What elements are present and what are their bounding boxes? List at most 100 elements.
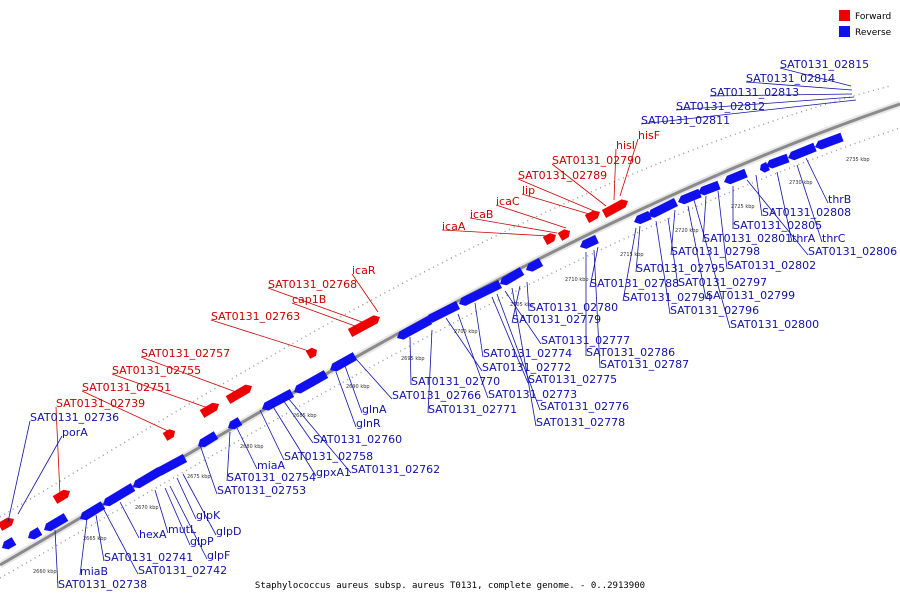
reverse-gene-13[interactable]: [426, 301, 460, 323]
reverse-label-sat0131-02778[interactable]: SAT0131_02778: [536, 416, 625, 429]
reverse-label-glpd[interactable]: glpD: [216, 525, 242, 538]
reverse-label-sat0131-02806[interactable]: SAT0131_02806: [808, 245, 897, 258]
reverse-label-sat0131-02760[interactable]: SAT0131_02760: [313, 433, 402, 446]
forward-label-hisi[interactable]: hisI: [616, 139, 635, 152]
reverse-label-sat0131-02772[interactable]: SAT0131_02772: [482, 361, 571, 374]
forward-label-hisf[interactable]: hisF: [638, 129, 660, 142]
reverse-label-sat0131-02771[interactable]: SAT0131_02771: [428, 403, 517, 416]
reverse-label-sat0131-02787[interactable]: SAT0131_02787: [600, 358, 689, 371]
reverse-gene-5[interactable]: [133, 467, 163, 489]
reverse-label-sat0131-02797[interactable]: SAT0131_02797: [678, 276, 767, 289]
reverse-label-sat0131-02811[interactable]: SAT0131_02811: [641, 114, 730, 127]
reverse-gene-0[interactable]: [2, 537, 17, 550]
forward-gene-6[interactable]: [347, 315, 380, 337]
reverse-gene-3[interactable]: [80, 501, 106, 521]
reverse-label-miab[interactable]: miaB: [80, 565, 108, 578]
reverse-label-mutl[interactable]: mutL: [168, 523, 197, 536]
forward-gene-7[interactable]: [542, 233, 556, 245]
forward-gene-9[interactable]: [584, 210, 600, 223]
forward-label-icar[interactable]: icaR: [352, 264, 376, 277]
reverse-label-sat0131-02780[interactable]: SAT0131_02780: [529, 301, 618, 314]
reverse-gene-17[interactable]: [580, 234, 599, 249]
reverse-label-glpf[interactable]: glpF: [207, 549, 230, 562]
reverse-gene-21[interactable]: [698, 180, 721, 196]
reverse-label-sat0131-02814[interactable]: SAT0131_02814: [746, 72, 835, 85]
reverse-label-sat0131-02801[interactable]: SAT0131_02801: [703, 232, 792, 245]
reverse-label-sat0131-02738[interactable]: SAT0131_02738: [58, 578, 147, 591]
reverse-gene-1[interactable]: [28, 527, 43, 540]
reverse-label-miaa[interactable]: miaA: [257, 459, 286, 472]
reverse-label-sat0131-02774[interactable]: SAT0131_02774: [483, 347, 572, 360]
reverse-label-glna[interactable]: glnA: [362, 403, 387, 416]
reverse-gene-7[interactable]: [198, 431, 219, 448]
reverse-label-sat0131-02815[interactable]: SAT0131_02815: [780, 58, 869, 71]
reverse-label-sat0131-02776[interactable]: SAT0131_02776: [540, 400, 629, 413]
forward-gene-2[interactable]: [162, 429, 175, 441]
reverse-gene-15[interactable]: [500, 267, 525, 286]
reverse-label-sat0131-02795[interactable]: SAT0131_02795: [636, 262, 725, 275]
reverse-gene-25[interactable]: [788, 142, 817, 161]
reverse-label-sat0131-02773[interactable]: SAT0131_02773: [488, 388, 577, 401]
reverse-gene-19[interactable]: [648, 198, 678, 218]
reverse-label-thrc[interactable]: thrC: [822, 232, 846, 245]
forward-gene-5[interactable]: [305, 347, 317, 359]
reverse-gene-14[interactable]: [459, 280, 502, 306]
forward-label-sat0131-02763[interactable]: SAT0131_02763: [211, 310, 300, 323]
reverse-gene-18[interactable]: [634, 210, 652, 225]
reverse-label-glpp[interactable]: glpP: [190, 535, 214, 548]
forward-label-icaa[interactable]: icaA: [442, 220, 466, 233]
reverse-label-sat0131-02779[interactable]: SAT0131_02779: [512, 313, 601, 326]
reverse-gene-2[interactable]: [44, 513, 69, 532]
reverse-gene-10[interactable]: [294, 370, 329, 394]
reverse-label-sat0131-02753[interactable]: SAT0131_02753: [217, 484, 306, 497]
reverse-gene-6[interactable]: [155, 454, 188, 476]
reverse-label-glpk[interactable]: glpK: [196, 509, 221, 522]
forward-label-sat0131-02757[interactable]: SAT0131_02757: [141, 347, 230, 360]
reverse-gene-4[interactable]: [103, 483, 136, 507]
forward-label-icab[interactable]: icaB: [470, 208, 493, 221]
reverse-label-sat0131-02796[interactable]: SAT0131_02796: [670, 304, 759, 317]
reverse-label-sat0131-02808[interactable]: SAT0131_02808: [762, 206, 851, 219]
forward-label-sat0131-02755[interactable]: SAT0131_02755: [112, 364, 201, 377]
reverse-label-thrb[interactable]: thrB: [828, 193, 851, 206]
reverse-label-thra[interactable]: thrA: [792, 232, 816, 245]
forward-label-lip[interactable]: lip: [522, 184, 535, 197]
forward-label-sat0131-02739[interactable]: SAT0131_02739: [56, 397, 145, 410]
reverse-label-sat0131-02802[interactable]: SAT0131_02802: [727, 259, 816, 272]
reverse-label-sat0131-02800[interactable]: SAT0131_02800: [730, 318, 819, 331]
reverse-gene-9[interactable]: [262, 389, 295, 411]
forward-gene-1[interactable]: [52, 489, 70, 504]
reverse-label-sat0131-02741[interactable]: SAT0131_02741: [104, 551, 193, 564]
reverse-label-sat0131-02799[interactable]: SAT0131_02799: [706, 289, 795, 302]
forward-label-sat0131-02790[interactable]: SAT0131_02790: [552, 154, 641, 167]
reverse-label-glnr[interactable]: glnR: [356, 417, 381, 430]
forward-label-icac[interactable]: icaC: [496, 195, 520, 208]
reverse-label-pora[interactable]: porA: [62, 426, 88, 439]
reverse-label-sat0131-02742[interactable]: SAT0131_02742: [138, 564, 227, 577]
reverse-label-sat0131-02762[interactable]: SAT0131_02762: [351, 463, 440, 476]
forward-gene-0[interactable]: [0, 517, 14, 531]
reverse-gene-22[interactable]: [724, 168, 748, 185]
forward-label-sat0131-02751[interactable]: SAT0131_02751: [82, 381, 171, 394]
reverse-label-sat0131-02788[interactable]: SAT0131_02788: [590, 277, 679, 290]
reverse-label-sat0131-02777[interactable]: SAT0131_02777: [541, 334, 630, 347]
reverse-label-sat0131-02770[interactable]: SAT0131_02770: [411, 375, 500, 388]
reverse-label-sat0131-02805[interactable]: SAT0131_02805: [733, 219, 822, 232]
reverse-label-sat0131-02775[interactable]: SAT0131_02775: [528, 373, 617, 386]
reverse-label-sat0131-02794[interactable]: SAT0131_02794: [623, 291, 712, 304]
reverse-label-sat0131-02813[interactable]: SAT0131_02813: [710, 86, 799, 99]
reverse-gene-26[interactable]: [815, 132, 844, 150]
reverse-gene-20[interactable]: [678, 188, 702, 205]
reverse-label-hexa[interactable]: hexA: [139, 528, 167, 541]
reverse-gene-12[interactable]: [397, 316, 433, 340]
reverse-label-sat0131-02758[interactable]: SAT0131_02758: [284, 450, 373, 463]
forward-gene-8[interactable]: [557, 229, 570, 241]
reverse-gene-11[interactable]: [330, 352, 358, 372]
forward-gene-4[interactable]: [225, 384, 252, 404]
forward-label-cap1b[interactable]: cap1B: [292, 293, 326, 306]
forward-gene-3[interactable]: [199, 402, 219, 418]
reverse-label-sat0131-02754[interactable]: SAT0131_02754: [227, 471, 316, 484]
reverse-label-sat0131-02736[interactable]: SAT0131_02736: [30, 411, 119, 424]
reverse-label-sat0131-02798[interactable]: SAT0131_02798: [671, 245, 760, 258]
reverse-gene-23[interactable]: [760, 162, 770, 173]
